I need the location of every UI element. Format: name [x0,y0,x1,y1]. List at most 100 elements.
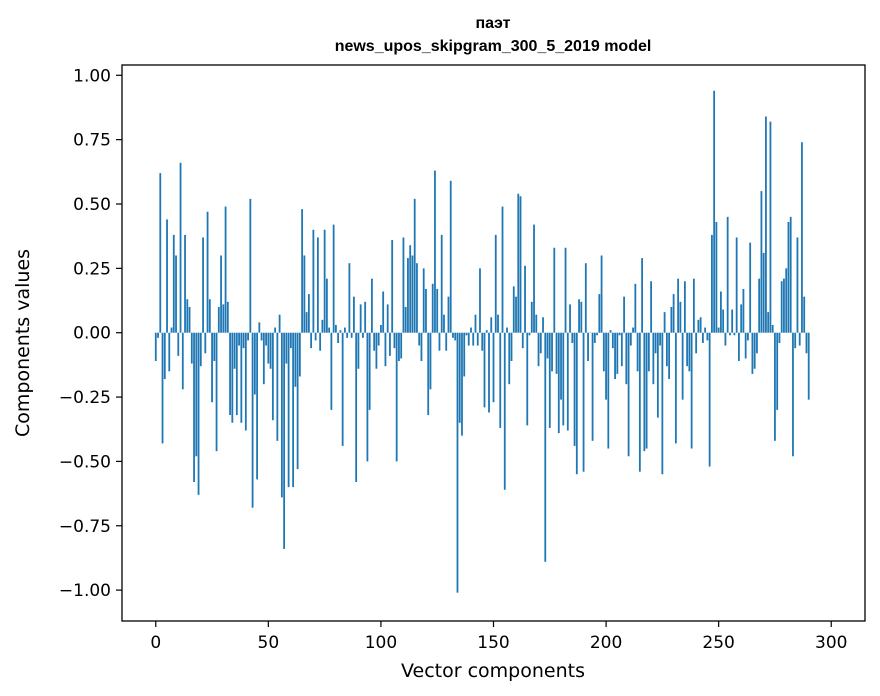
bar [175,255,177,333]
bar [386,304,389,333]
bar [371,278,373,333]
bar [690,332,693,449]
bar [611,332,614,349]
bar [521,332,524,349]
bar [339,330,342,333]
x-tick-label: 200 [590,633,622,653]
bar [341,332,344,446]
bar [647,332,650,372]
bar [564,247,567,333]
bar [483,332,486,408]
bar [337,332,340,343]
bar [733,332,736,336]
bar [375,332,378,369]
bar [217,306,220,333]
bar [672,294,675,333]
bar [303,255,306,333]
bar [717,327,720,333]
bar [325,278,328,333]
x-axis: 0 50 100 150 200 250 300 [150,621,847,653]
bar [436,288,439,333]
bar [427,332,430,416]
bar [519,196,522,333]
bar [546,332,549,359]
bar [445,332,448,351]
bar [683,281,686,333]
bar [154,332,157,362]
bar [805,332,808,354]
bar [679,301,682,333]
bar [447,296,450,333]
bar [296,332,299,470]
bar [355,332,358,482]
bar [470,327,472,333]
bar [600,255,603,333]
bar [456,332,459,593]
bar [765,116,767,333]
bar [458,332,461,423]
bar [497,314,499,333]
bar [197,332,200,495]
bar [632,327,634,333]
bar [301,209,304,333]
bar [744,332,747,359]
bar [287,332,290,488]
bar [235,332,238,416]
y-tick-label: 1.00 [73,66,111,86]
bar [798,332,801,346]
bar [582,332,585,472]
bar [661,332,664,475]
bar [330,332,333,410]
bar [663,312,666,333]
y-tick-label: 0.75 [73,131,111,151]
bar [249,198,252,333]
bar [778,332,781,343]
bar [528,332,531,336]
bar [722,309,725,333]
bar [289,332,292,349]
bar [715,222,718,333]
bar [654,332,657,354]
y-tick-label: −0.75 [59,517,111,537]
bar [598,294,601,333]
bar [305,312,308,333]
bar [359,304,362,333]
bar [697,319,700,333]
bar [623,296,625,333]
bar [774,332,776,441]
bar [402,237,405,333]
bar [575,332,578,475]
bar [731,309,734,333]
bar [409,245,412,333]
bar [762,252,765,333]
bar [578,299,580,333]
bar [328,327,331,333]
bar [749,242,752,333]
x-tick-label: 0 [150,633,161,653]
bar [479,268,481,333]
bar [463,332,466,377]
bar [620,332,623,367]
bar [629,332,632,346]
bar [508,332,511,385]
bar [398,332,400,362]
bar [353,296,355,333]
bar [512,286,515,333]
bar [260,332,263,341]
bar [807,332,810,400]
y-tick-label: 0.50 [73,195,111,215]
x-tick-label: 150 [477,633,509,653]
bar [515,296,517,333]
bar [283,332,286,549]
bar [555,332,558,374]
bar [204,332,207,354]
x-tick-label: 100 [365,633,397,653]
bar [449,180,452,333]
bar [269,332,272,369]
bar [783,278,785,333]
bar [792,332,794,457]
bar [758,278,761,333]
y-tick-label: −1.00 [59,581,111,601]
bar [199,332,202,367]
